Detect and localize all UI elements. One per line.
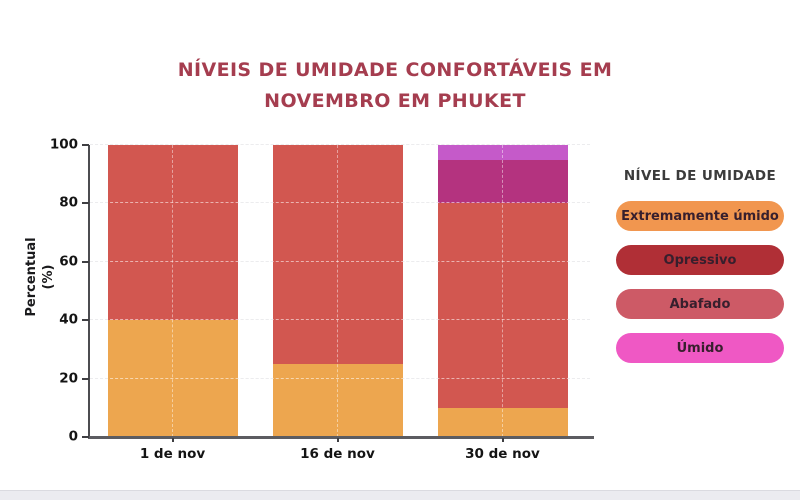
- bar-segment--mido: [437, 145, 568, 160]
- y-tick-label: 80: [59, 195, 78, 212]
- x-tick-label: 16 de nov: [300, 446, 375, 462]
- legend-pill-label: Úmido: [676, 340, 724, 356]
- y-tick-label: 20: [59, 370, 78, 387]
- x-axis-tick: [171, 438, 174, 442]
- chart-title-line1: NÍVEIS DE UMIDADE CONFORTÁVEIS EM: [177, 59, 613, 81]
- bar-segment-extremamente-mido: [272, 364, 403, 437]
- gridline-vertical: [337, 145, 338, 437]
- legend-pill-label: Opressivo: [663, 252, 737, 268]
- bar-segment-opressivo: [437, 203, 568, 408]
- legend-pill-label: Abafado: [669, 296, 731, 312]
- y-axis-tick: [82, 202, 89, 205]
- chart-title: NÍVEIS DE UMIDADE CONFORTÁVEIS EM NOVEMB…: [5, 55, 785, 117]
- gridline-overlay: [90, 202, 590, 204]
- chart-title-line2: NOVEMBRO EM PHUKET: [264, 90, 526, 112]
- legend-pill-opressivo: Opressivo: [616, 245, 784, 275]
- x-axis-tick: [336, 438, 339, 442]
- legend-pill-extremamente-mido: Extremamente úmido: [616, 201, 784, 231]
- gridline-overlay: [90, 260, 590, 262]
- bar-segment-opressivo: [107, 145, 238, 321]
- y-axis-tick: [82, 377, 89, 380]
- gridline-overlay: [90, 377, 590, 379]
- y-axis-line: [88, 145, 90, 437]
- bar-segment-extremamente-mido: [437, 407, 568, 437]
- bar-segment-abafado: [437, 159, 568, 204]
- legend-pill--mido: Úmido: [616, 333, 784, 363]
- y-tick-label: 40: [59, 311, 78, 328]
- y-tick-label: 60: [59, 253, 78, 270]
- x-axis-line: [88, 436, 594, 439]
- legend-title: NÍVEL DE UMIDADE: [623, 168, 777, 184]
- y-tick-label: 0: [68, 428, 78, 445]
- legend-pill-abafado: Abafado: [616, 289, 784, 319]
- gridline-vertical: [172, 145, 173, 437]
- gridline-overlay: [90, 144, 590, 145]
- gridline-overlay: [90, 319, 590, 321]
- y-axis-tick: [82, 260, 89, 263]
- horizontal-scrollbar[interactable]: [0, 490, 800, 500]
- x-tick-label: 30 de nov: [465, 446, 540, 462]
- legend-pill-label: Extremamente úmido: [621, 208, 779, 224]
- x-tick-label: 1 de nov: [139, 446, 206, 462]
- legend-items: Extremamente úmido Opressivo Abafado Úmido: [616, 201, 784, 363]
- y-axis-tick: [82, 436, 89, 438]
- gridline-vertical: [502, 145, 503, 437]
- y-tick-label: 100: [49, 136, 78, 153]
- bar-segment-opressivo: [272, 145, 403, 364]
- y-axis-tick: [82, 144, 89, 146]
- x-axis-tick: [501, 438, 504, 442]
- legend: NÍVEL DE UMIDADE Extremamente úmido Opres…: [616, 168, 784, 377]
- y-axis-tick: [82, 319, 89, 322]
